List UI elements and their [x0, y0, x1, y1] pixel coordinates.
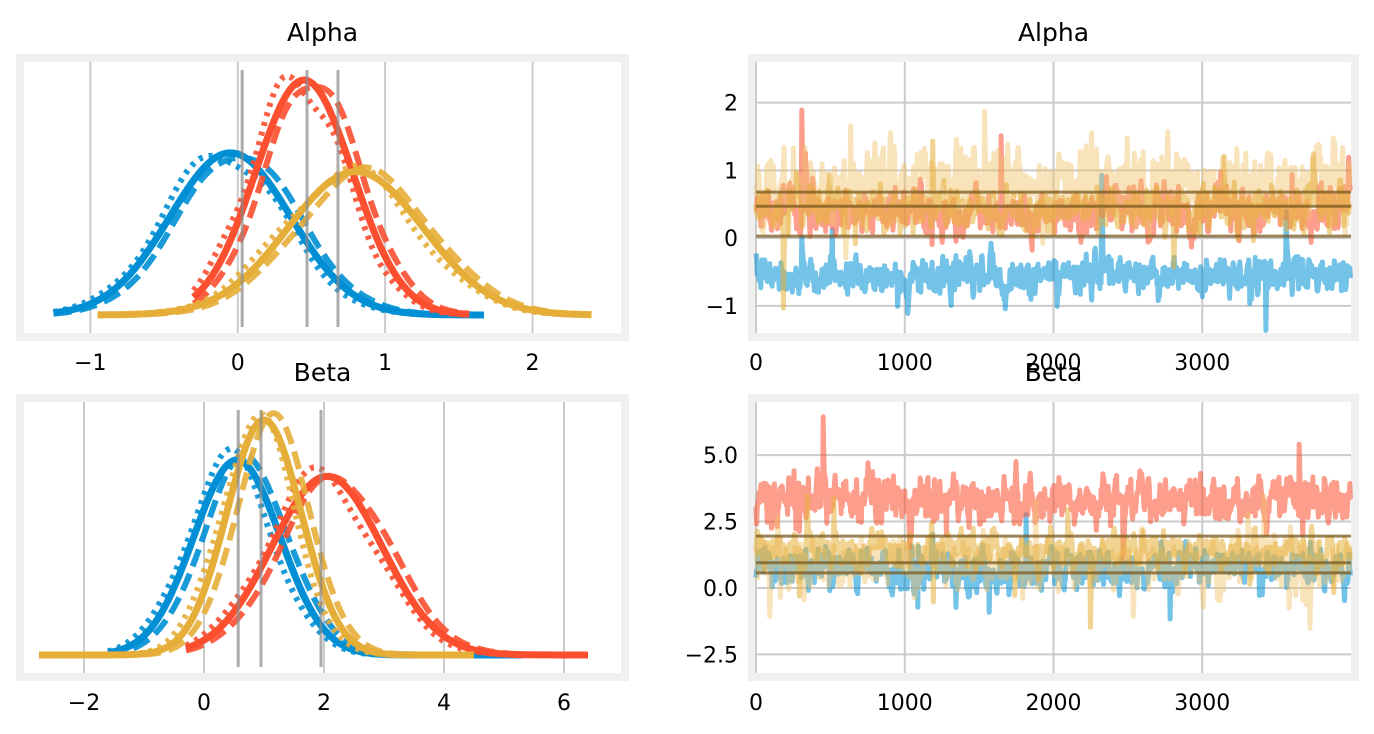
panel-title-1: Alpha — [1018, 18, 1089, 47]
panel-title-0: Alpha — [287, 18, 358, 47]
y-tick-label: 2.5 — [703, 511, 738, 536]
trace-line-yellow — [753, 138, 1353, 311]
y-tick-label: 0 — [724, 227, 738, 252]
x-tick-label: 0 — [231, 351, 245, 376]
x-tick-label: 2000 — [1026, 351, 1082, 376]
y-tick-label: 5.0 — [703, 444, 738, 469]
x-tick-label: 4 — [437, 691, 451, 716]
y-tick-label: 2 — [724, 92, 738, 117]
x-tick-label: 2 — [317, 691, 331, 716]
kde-line-yellow — [97, 162, 592, 318]
kde-line-yellow — [39, 411, 474, 658]
x-tick-label: 2000 — [1026, 691, 1082, 716]
trace-plot-3 — [753, 402, 1353, 673]
kde-line-yellow — [39, 410, 474, 658]
kde-line-red — [191, 83, 470, 317]
x-tick-label: 0 — [197, 691, 211, 716]
x-tick-label: 3000 — [1174, 351, 1230, 376]
kde-line-red — [191, 72, 470, 318]
y-tick-label: −1 — [706, 295, 738, 320]
x-tick-label: 1000 — [877, 691, 933, 716]
kde-plot-0 — [53, 62, 592, 333]
kde-plot-2 — [39, 402, 588, 673]
x-tick-label: −2 — [68, 691, 100, 716]
trace-plot-1 — [753, 62, 1353, 333]
x-tick-label: 3000 — [1174, 691, 1230, 716]
x-tick-label: 6 — [557, 691, 571, 716]
kde-line-red — [184, 464, 588, 658]
x-tick-label: 0 — [749, 691, 763, 716]
x-tick-label: −1 — [74, 351, 106, 376]
kde-line-red — [185, 473, 588, 658]
x-tick-label: 1000 — [877, 351, 933, 376]
x-tick-label: 2 — [526, 351, 540, 376]
panel-title-3: Beta — [1025, 358, 1083, 387]
y-tick-label: 1 — [724, 159, 738, 184]
trace-line-blue — [753, 172, 1353, 333]
panel-title-2: Beta — [294, 358, 352, 387]
y-tick-label: −2.5 — [685, 643, 738, 668]
x-tick-label: 1 — [378, 351, 392, 376]
trace-line-red — [753, 414, 1353, 562]
kde-line-blue — [53, 153, 484, 318]
x-tick-label: 0 — [749, 351, 763, 376]
y-tick-label: 0.0 — [703, 577, 738, 602]
trace-line-yellow — [753, 493, 1353, 630]
